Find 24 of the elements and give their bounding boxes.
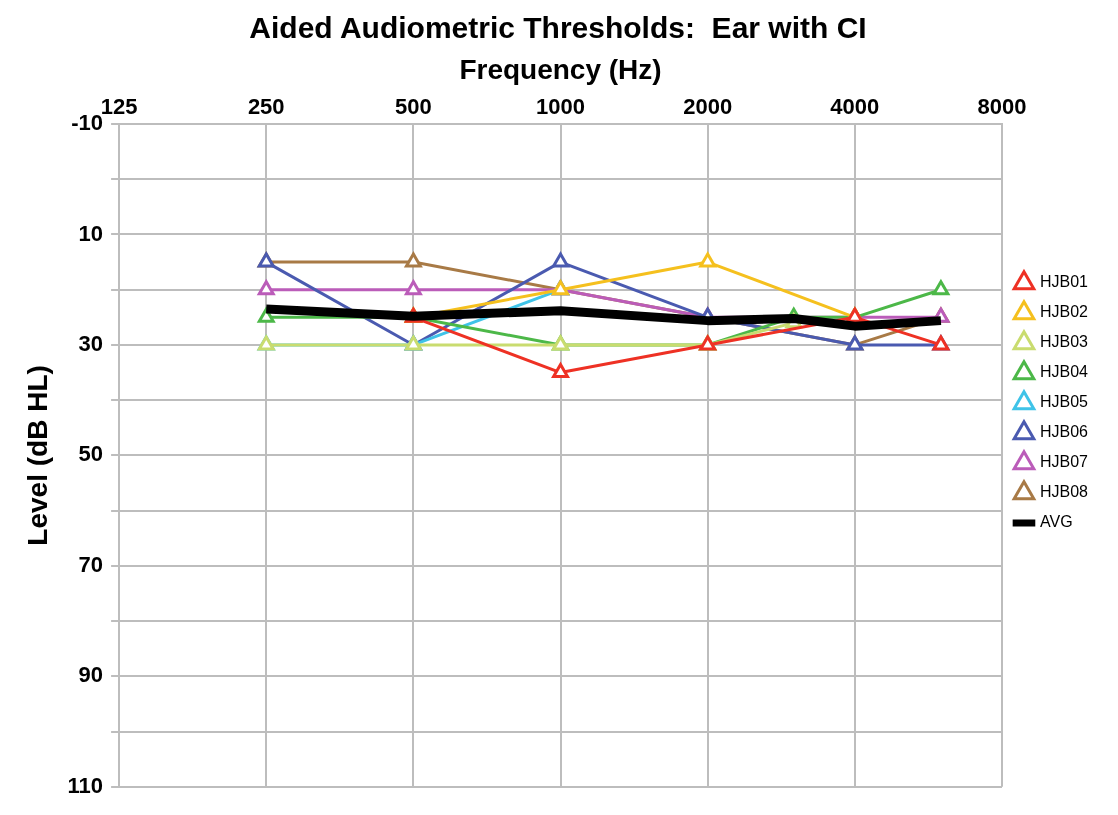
x-tick-label: 4000 xyxy=(830,93,880,119)
legend-label: HJB05 xyxy=(1039,393,1089,411)
legend-label: AVG xyxy=(1039,513,1073,531)
x-tick-label: 1000 xyxy=(536,93,586,119)
x-tick-label: 500 xyxy=(395,93,432,119)
y-tick-label: 10 xyxy=(78,220,104,246)
y-tick-label: 30 xyxy=(78,331,104,356)
y-tick-label: 110 xyxy=(67,772,104,798)
x-tick-label: 2000 xyxy=(683,93,733,119)
y-tick-label: 90 xyxy=(78,662,104,688)
y-axis-title: Level (dB HL) xyxy=(21,365,53,546)
legend-label: HJB04 xyxy=(1039,363,1089,381)
chart-title: Aided Audiometric Thresholds: Ear with CI xyxy=(249,11,867,45)
legend-label: HJB08 xyxy=(1039,483,1089,501)
legend-label: HJB02 xyxy=(1039,303,1089,321)
legend-label: HJB01 xyxy=(1039,273,1089,291)
y-tick-label: 70 xyxy=(78,551,104,577)
legend-label: HJB03 xyxy=(1039,333,1089,351)
x-tick-label: 8000 xyxy=(977,93,1027,119)
y-tick-label: 50 xyxy=(78,441,104,467)
legend-label: HJB06 xyxy=(1039,423,1089,441)
x-tick-label: 250 xyxy=(247,93,285,119)
legend-label: HJB07 xyxy=(1039,453,1089,471)
x-axis-title: Frequency (Hz) xyxy=(459,53,662,85)
